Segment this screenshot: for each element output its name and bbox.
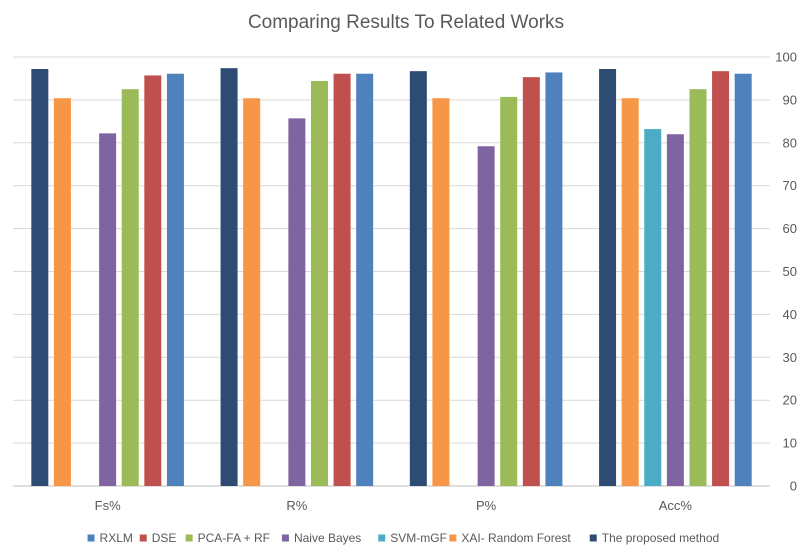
y-axis: 0 10 20 30 40 50 60 70 80 90 100	[775, 50, 797, 494]
y-tick-label: 70	[783, 178, 797, 193]
bar	[477, 146, 495, 486]
x-tick-label: Acc%	[659, 498, 693, 513]
bar	[31, 69, 49, 487]
legend-label: The proposed method	[602, 531, 719, 545]
y-tick-label: 100	[775, 50, 797, 65]
bar	[666, 134, 684, 486]
y-tick-label: 0	[790, 479, 797, 494]
legend-swatch	[281, 534, 289, 542]
bar	[545, 72, 563, 486]
y-tick-label: 60	[783, 221, 797, 236]
bar	[734, 73, 752, 486]
bar	[599, 69, 617, 487]
legend-label: RXLM	[100, 531, 133, 545]
bar	[243, 98, 261, 487]
legend-label: XAI- Random Forest	[461, 531, 571, 545]
bar	[53, 98, 71, 487]
legend-swatch	[87, 534, 95, 542]
chart-title: Comparing Results To Related Works	[248, 12, 564, 33]
legend-swatch	[378, 534, 386, 542]
bar	[121, 89, 139, 487]
bar	[712, 71, 730, 487]
legend-swatch	[139, 534, 147, 542]
bar	[333, 73, 351, 486]
bar	[166, 73, 184, 486]
legend-swatch	[185, 534, 193, 542]
bar	[689, 89, 707, 487]
legend-label: PCA-FA + RF	[198, 531, 270, 545]
y-tick-label: 10	[783, 436, 797, 451]
legend-swatch	[589, 534, 597, 542]
y-tick-label: 30	[783, 350, 797, 365]
bar	[288, 118, 306, 487]
bar	[144, 75, 162, 487]
y-tick-label: 20	[783, 393, 797, 408]
y-tick-label: 50	[783, 264, 797, 279]
bar	[644, 129, 662, 486]
x-axis: Fs% R% P% Acc%	[95, 498, 693, 513]
bar	[310, 81, 328, 487]
bar	[522, 77, 540, 487]
bar	[220, 68, 238, 487]
legend: RXLM DSE PCA-FA + RF Naive Bayes SVM-mGF XAI-…	[87, 531, 719, 545]
y-tick-label: 90	[783, 92, 797, 107]
gridlines	[13, 56, 770, 487]
legend-label: SVM-mGF	[390, 531, 447, 545]
y-tick-label: 80	[783, 135, 797, 150]
x-tick-label: R%	[286, 498, 307, 513]
y-tick-label: 40	[783, 307, 797, 322]
legend-label: DSE	[152, 531, 177, 545]
bars	[31, 68, 752, 487]
bar	[99, 133, 117, 486]
legend-label: Naive Bayes	[294, 531, 361, 545]
bar	[432, 98, 450, 487]
bar	[500, 96, 518, 486]
x-tick-label: Fs%	[95, 498, 121, 513]
x-tick-label: P%	[476, 498, 497, 513]
bar	[621, 98, 639, 487]
bar	[409, 71, 427, 487]
legend-swatch	[449, 534, 457, 542]
bar	[356, 73, 374, 486]
